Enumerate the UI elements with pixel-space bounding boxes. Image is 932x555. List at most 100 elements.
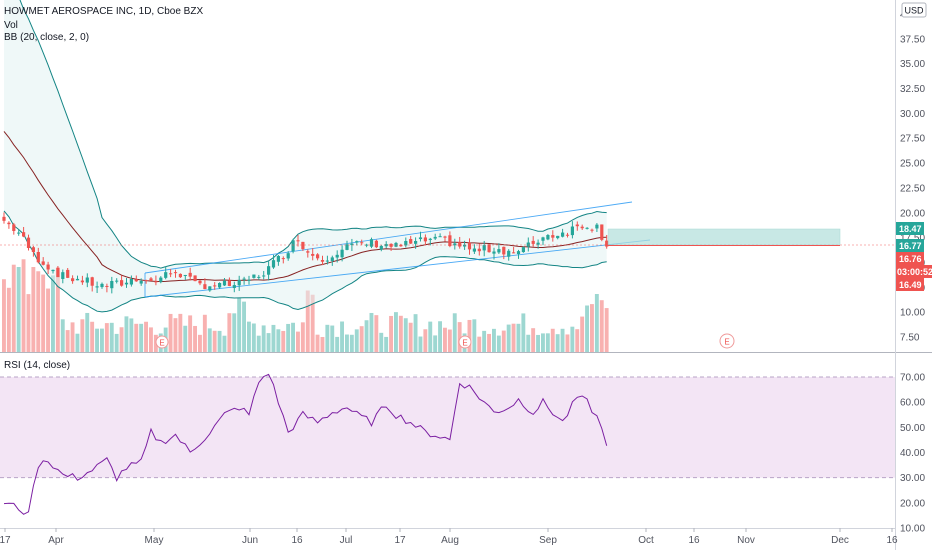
candle-body (242, 278, 246, 280)
volume-bar (389, 315, 393, 352)
volume-bar (188, 315, 193, 352)
candle-body (355, 241, 359, 243)
volume-bar (232, 313, 237, 352)
candle-body (404, 241, 408, 246)
volume-bar (364, 320, 369, 352)
time-tick-label: 17 (394, 535, 406, 546)
candle-body (551, 235, 555, 238)
candle-body (423, 237, 427, 242)
candle-body (595, 224, 599, 229)
volume-bar (90, 321, 95, 352)
candle-body (41, 261, 45, 265)
volume-legend[interactable]: Vol (4, 20, 18, 31)
trend-channel[interactable] (144, 201, 651, 298)
volume-bar (340, 321, 344, 352)
candle-body (61, 272, 65, 279)
volume-bar (46, 288, 50, 352)
volume-bar (521, 313, 526, 352)
volume-bar (11, 264, 16, 352)
volume-bar (305, 290, 310, 352)
rsi-tick-label: 30.00 (900, 473, 925, 484)
volume-bar (95, 328, 99, 352)
candle-body (276, 256, 280, 262)
volume-bar (335, 336, 340, 352)
candle-body (271, 260, 276, 268)
earnings-marker-3[interactable]: E (719, 333, 735, 349)
rsi-series-line (3, 373, 608, 515)
price-axis[interactable]: 40.0037.5035.0032.5030.0027.5025.0022.50… (900, 10, 925, 344)
time-axis[interactable]: 17 Apr May Jun 16 Jul 17 Aug Sep Oct 16 Nov Dec 16 (0, 528, 898, 546)
candle-body (443, 236, 447, 238)
volume-bar (487, 333, 491, 352)
candle-body (428, 238, 432, 240)
volume-bar (36, 271, 41, 352)
currency-button[interactable]: USD (901, 2, 927, 18)
candle-body (31, 247, 35, 252)
volume-bar (516, 323, 521, 352)
bb-upper-line (19, 0, 607, 269)
volume-bar (300, 322, 305, 352)
candle-body (340, 249, 344, 258)
volume-bar (65, 330, 70, 352)
volume-bar (75, 333, 80, 352)
rsi-axis[interactable]: 70.00 60.00 50.00 40.00 30.00 20.00 10.00 (900, 373, 925, 535)
volume-bar (526, 334, 531, 352)
earnings-marker-1[interactable]: E (155, 335, 169, 349)
candle-body (193, 275, 197, 282)
candle-body (257, 276, 261, 278)
earnings-marker-2[interactable]: E (458, 335, 472, 349)
time-tick-label: 16 (688, 535, 700, 546)
volume-bar (227, 313, 232, 352)
volume-bar (247, 321, 251, 352)
time-tick-label: Aug (441, 535, 459, 546)
earnings-label: E (724, 338, 729, 347)
volume-bar (580, 316, 585, 352)
candle-body (208, 286, 212, 291)
rsi-legend[interactable]: RSI (14, close) (4, 360, 70, 371)
candle-body (120, 280, 124, 286)
bb-legend[interactable]: BB (20, close, 2, 0) (4, 32, 89, 43)
candle-body (149, 278, 153, 282)
bollinger-fill-area (4, 0, 607, 312)
volume-bar (129, 318, 134, 352)
volume-bar (501, 330, 506, 352)
volume-bar (212, 330, 217, 352)
price-badge-low: 16.49 (896, 278, 924, 291)
highlight-zone[interactable] (607, 228, 841, 246)
candle-body (311, 253, 315, 256)
time-tick-label: Apr (48, 535, 64, 546)
bollinger-bands (3, 0, 607, 313)
volume-bar (222, 335, 227, 352)
candle-body (173, 272, 178, 274)
price-tick-label: 37.50 (900, 34, 925, 45)
candle-body (71, 278, 75, 282)
volume-bar (492, 328, 496, 352)
rsi-band (0, 377, 895, 478)
candle-body (565, 234, 570, 236)
candle-body (561, 232, 565, 237)
candle-body (237, 279, 241, 286)
volume-bar (217, 330, 222, 352)
volume-bar (51, 275, 55, 352)
volume-bar (467, 319, 472, 352)
currency-label: USD (904, 6, 924, 16)
candle-body (306, 251, 310, 253)
candle-body (531, 240, 535, 244)
candle-body (301, 241, 305, 250)
candle-body (507, 250, 511, 257)
candle-body (80, 280, 84, 283)
volume-bar (286, 323, 291, 352)
price-tick-label: 10.00 (900, 308, 925, 319)
volume-bar (100, 328, 104, 352)
rsi-tick-label: 60.00 (900, 398, 925, 409)
candle-body (418, 237, 423, 240)
candle-body (2, 216, 6, 221)
price-tick-label: 20.00 (900, 208, 925, 219)
channel-lower-line (144, 239, 651, 298)
volume-bar (585, 305, 589, 352)
volume-bar (536, 334, 540, 352)
chart-title[interactable]: HOWMET AEROSPACE INC, 1D, Cboe BZX (4, 6, 203, 17)
price-badge-close: 16.76 (896, 252, 924, 265)
